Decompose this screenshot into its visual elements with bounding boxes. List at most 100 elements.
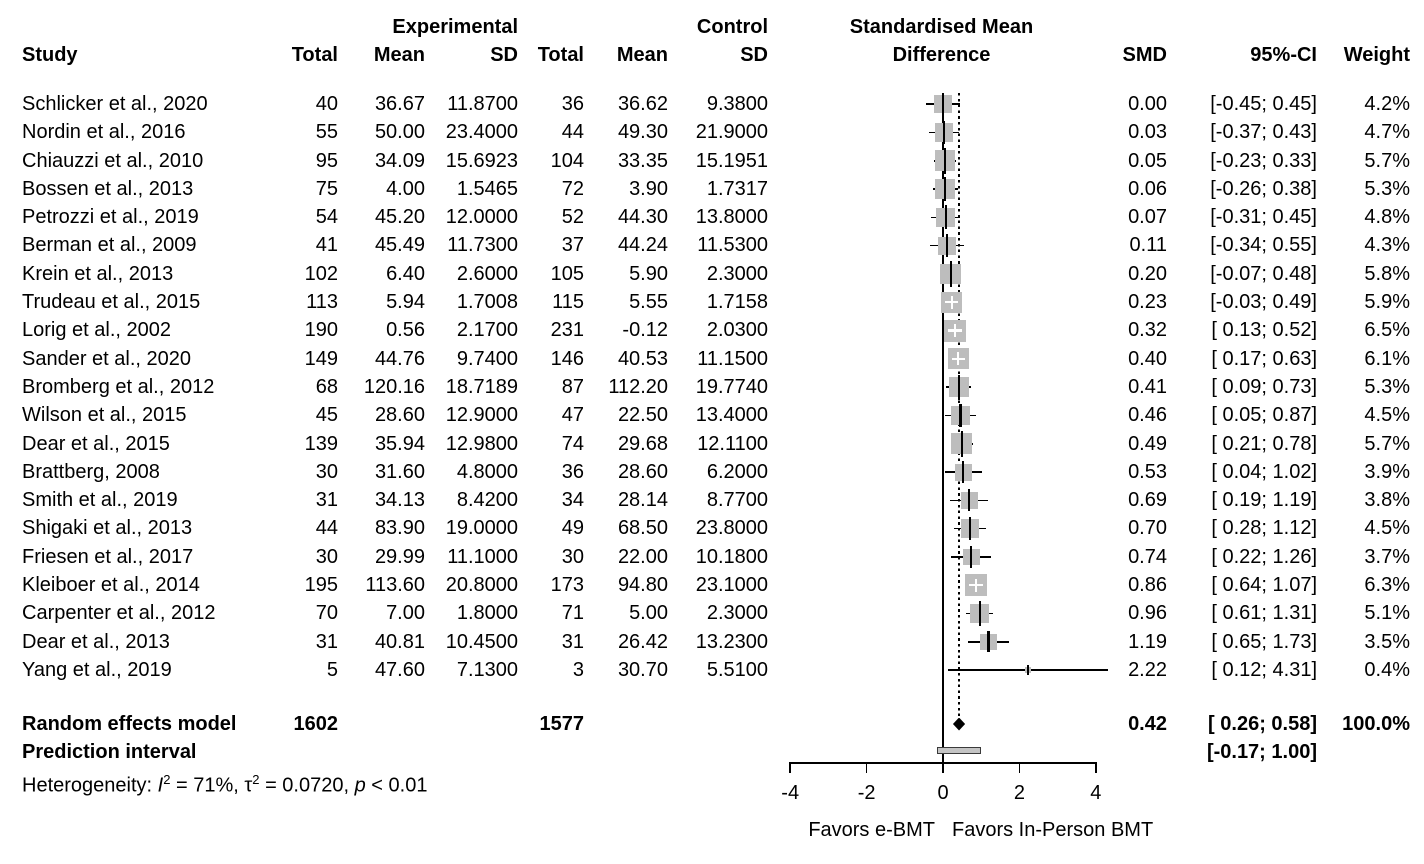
ctl-mean-value: 3.90 xyxy=(629,177,668,200)
plot-cell xyxy=(768,90,1115,118)
exp-sd-value: 9.7400 xyxy=(456,347,518,370)
ctl-mean-value: 28.14 xyxy=(617,489,668,512)
ctl-sd-value: 2.3000 xyxy=(706,602,768,625)
ctl-total-value: 72 xyxy=(561,177,584,200)
study-row: Bromberg et al., 2012 68 120.16 18.7189 87 11… xyxy=(0,373,1424,401)
smd-value: 0.23 xyxy=(1128,291,1167,314)
weight-value: 6.3% xyxy=(1364,574,1410,597)
x-axis-tick-label: 0 xyxy=(937,782,949,804)
study-row: Carpenter et al., 2012 70 7.00 1.8000 71 5.00… xyxy=(0,599,1424,627)
ci-value: [ 0.64; 1.07] xyxy=(1211,574,1317,597)
study-name: Nordin et al., 2016 xyxy=(22,121,186,144)
ctl-sd-value: 19.7740 xyxy=(695,375,768,398)
exp-sd-value: 11.1000 xyxy=(447,545,518,568)
ctl-sd-value: 23.8000 xyxy=(695,517,768,540)
smd-value: 0.20 xyxy=(1128,262,1167,285)
ci-value: [ 0.19; 1.19] xyxy=(1211,489,1317,512)
exp-mean-value: 40.81 xyxy=(374,630,425,653)
ctl-total-value: 104 xyxy=(550,149,584,172)
study-row: Smith et al., 2019 31 34.13 8.4200 34 28.14 8.… xyxy=(0,486,1424,514)
exp-sd-value: 23.4000 xyxy=(445,121,518,144)
exp-sd-value: 11.7300 xyxy=(447,234,518,257)
study-name: Dear et al., 2015 xyxy=(22,432,170,455)
ctl-sd-value: 13.2300 xyxy=(695,630,768,653)
weight-value: 4.7% xyxy=(1364,121,1410,144)
exp-sd-value: 18.7189 xyxy=(445,375,518,398)
x-axis-tick-label: -4 xyxy=(781,782,800,804)
smd-value: 0.40 xyxy=(1128,347,1167,370)
exp-sd-value: 12.0000 xyxy=(445,206,518,229)
ctl-total-value: 146 xyxy=(550,347,584,370)
exp-mean-value: 36.67 xyxy=(374,93,425,115)
plot-cell xyxy=(768,599,1115,627)
exp-total-value: 5 xyxy=(326,658,338,681)
plot-cell xyxy=(768,260,1115,288)
exp-mean-value: 34.13 xyxy=(374,489,425,512)
summary-exp-total: 1602 xyxy=(293,713,339,735)
ci-value: [ 0.22; 1.26] xyxy=(1211,545,1317,568)
smd-value: 0.00 xyxy=(1128,93,1167,115)
exp-mean-value: 113.60 xyxy=(365,574,425,597)
ci-value: [-0.23; 0.33] xyxy=(1210,149,1317,172)
exp-total-value: 190 xyxy=(304,319,338,342)
ctl-sd-value: 1.7317 xyxy=(706,177,768,200)
ci-value: [ 0.09; 0.73] xyxy=(1211,375,1317,398)
ctl-sd-value: 15.1951 xyxy=(695,149,768,172)
exp-sd-value: 20.8000 xyxy=(445,574,518,597)
header-effect-title-line2: Difference xyxy=(892,44,991,66)
x-axis-tick-label: -2 xyxy=(857,782,876,804)
smd-value: 0.32 xyxy=(1128,319,1167,342)
exp-sd-value: 1.8000 xyxy=(456,602,518,625)
summary-smd-value: 0.42 xyxy=(1128,713,1167,735)
study-row: Schlicker et al., 2020 40 36.67 11.8700 36 36… xyxy=(0,90,1424,118)
exp-total-value: 45 xyxy=(315,404,338,427)
plot-cell xyxy=(768,345,1115,373)
study-name: Petrozzi et al., 2019 xyxy=(22,206,199,229)
exp-total-value: 55 xyxy=(315,121,338,144)
summary-row: Random effects model 1602 1577 0.42 [ 0.… xyxy=(0,710,1424,738)
exp-sd-value: 2.6000 xyxy=(456,262,518,285)
ctl-mean-value: 5.00 xyxy=(629,602,668,625)
exp-sd-value: 19.0000 xyxy=(445,517,518,540)
study-row: Trudeau et al., 2015 113 5.94 1.7008 115 5.55… xyxy=(0,288,1424,316)
het-tau-exponent: 2 xyxy=(252,772,260,787)
smd-value: 0.06 xyxy=(1128,177,1167,200)
study-row: Friesen et al., 2017 30 29.99 11.1000 30 22.0… xyxy=(0,543,1424,571)
study-name: Trudeau et al., 2015 xyxy=(22,291,201,314)
ctl-sd-value: 13.8000 xyxy=(695,206,768,229)
ctl-sd-value: 1.7158 xyxy=(706,291,768,314)
study-row: Lorig et al., 2002 190 0.56 2.1700 231 -0.12 2… xyxy=(0,316,1424,344)
ci-value: [ 0.65; 1.73] xyxy=(1211,630,1317,653)
weight-value: 3.5% xyxy=(1364,630,1410,653)
ctl-sd-value: 10.1800 xyxy=(695,545,768,568)
ctl-mean-value: 5.90 xyxy=(629,262,668,285)
ctl-sd-value: 9.3800 xyxy=(706,93,768,115)
ci-value: [-0.34; 0.55] xyxy=(1210,234,1317,257)
weight-value: 5.3% xyxy=(1364,375,1410,398)
exp-total-value: 70 xyxy=(315,602,338,625)
ctl-total-value: 87 xyxy=(561,375,584,398)
ci-value: [ 0.04; 1.02] xyxy=(1211,460,1317,483)
ctl-mean-value: 94.80 xyxy=(617,574,668,597)
summary-weight-value: 100.0% xyxy=(1342,713,1410,735)
exp-sd-value: 7.1300 xyxy=(456,658,518,681)
exp-sd-value: 15.6923 xyxy=(445,149,518,172)
study-row: Brattberg, 2008 30 31.60 4.8000 36 28.60 6.200… xyxy=(0,458,1424,486)
study-name: Bossen et al., 2013 xyxy=(22,177,194,200)
ctl-total-value: 37 xyxy=(561,234,584,257)
study-row: Nordin et al., 2016 55 50.00 23.4000 44 49.30… xyxy=(0,118,1424,146)
ctl-sd-value: 2.0300 xyxy=(706,319,768,342)
study-name: Schlicker et al., 2020 xyxy=(22,93,208,115)
header-study: Study xyxy=(22,44,78,66)
exp-mean-value: 47.60 xyxy=(374,658,425,681)
ctl-mean-value: 26.42 xyxy=(617,630,668,653)
plot-cell xyxy=(768,175,1115,203)
plot-cell xyxy=(768,458,1115,486)
smd-value: 0.11 xyxy=(1129,234,1167,257)
header-ctl-sd: SD xyxy=(740,44,768,66)
study-row: Yang et al., 2019 5 47.60 7.1300 3 30.70 5.510… xyxy=(0,656,1424,684)
exp-mean-value: 34.09 xyxy=(374,149,425,172)
header-experimental-group: Experimental xyxy=(392,16,518,38)
exp-sd-value: 2.1700 xyxy=(456,319,518,342)
